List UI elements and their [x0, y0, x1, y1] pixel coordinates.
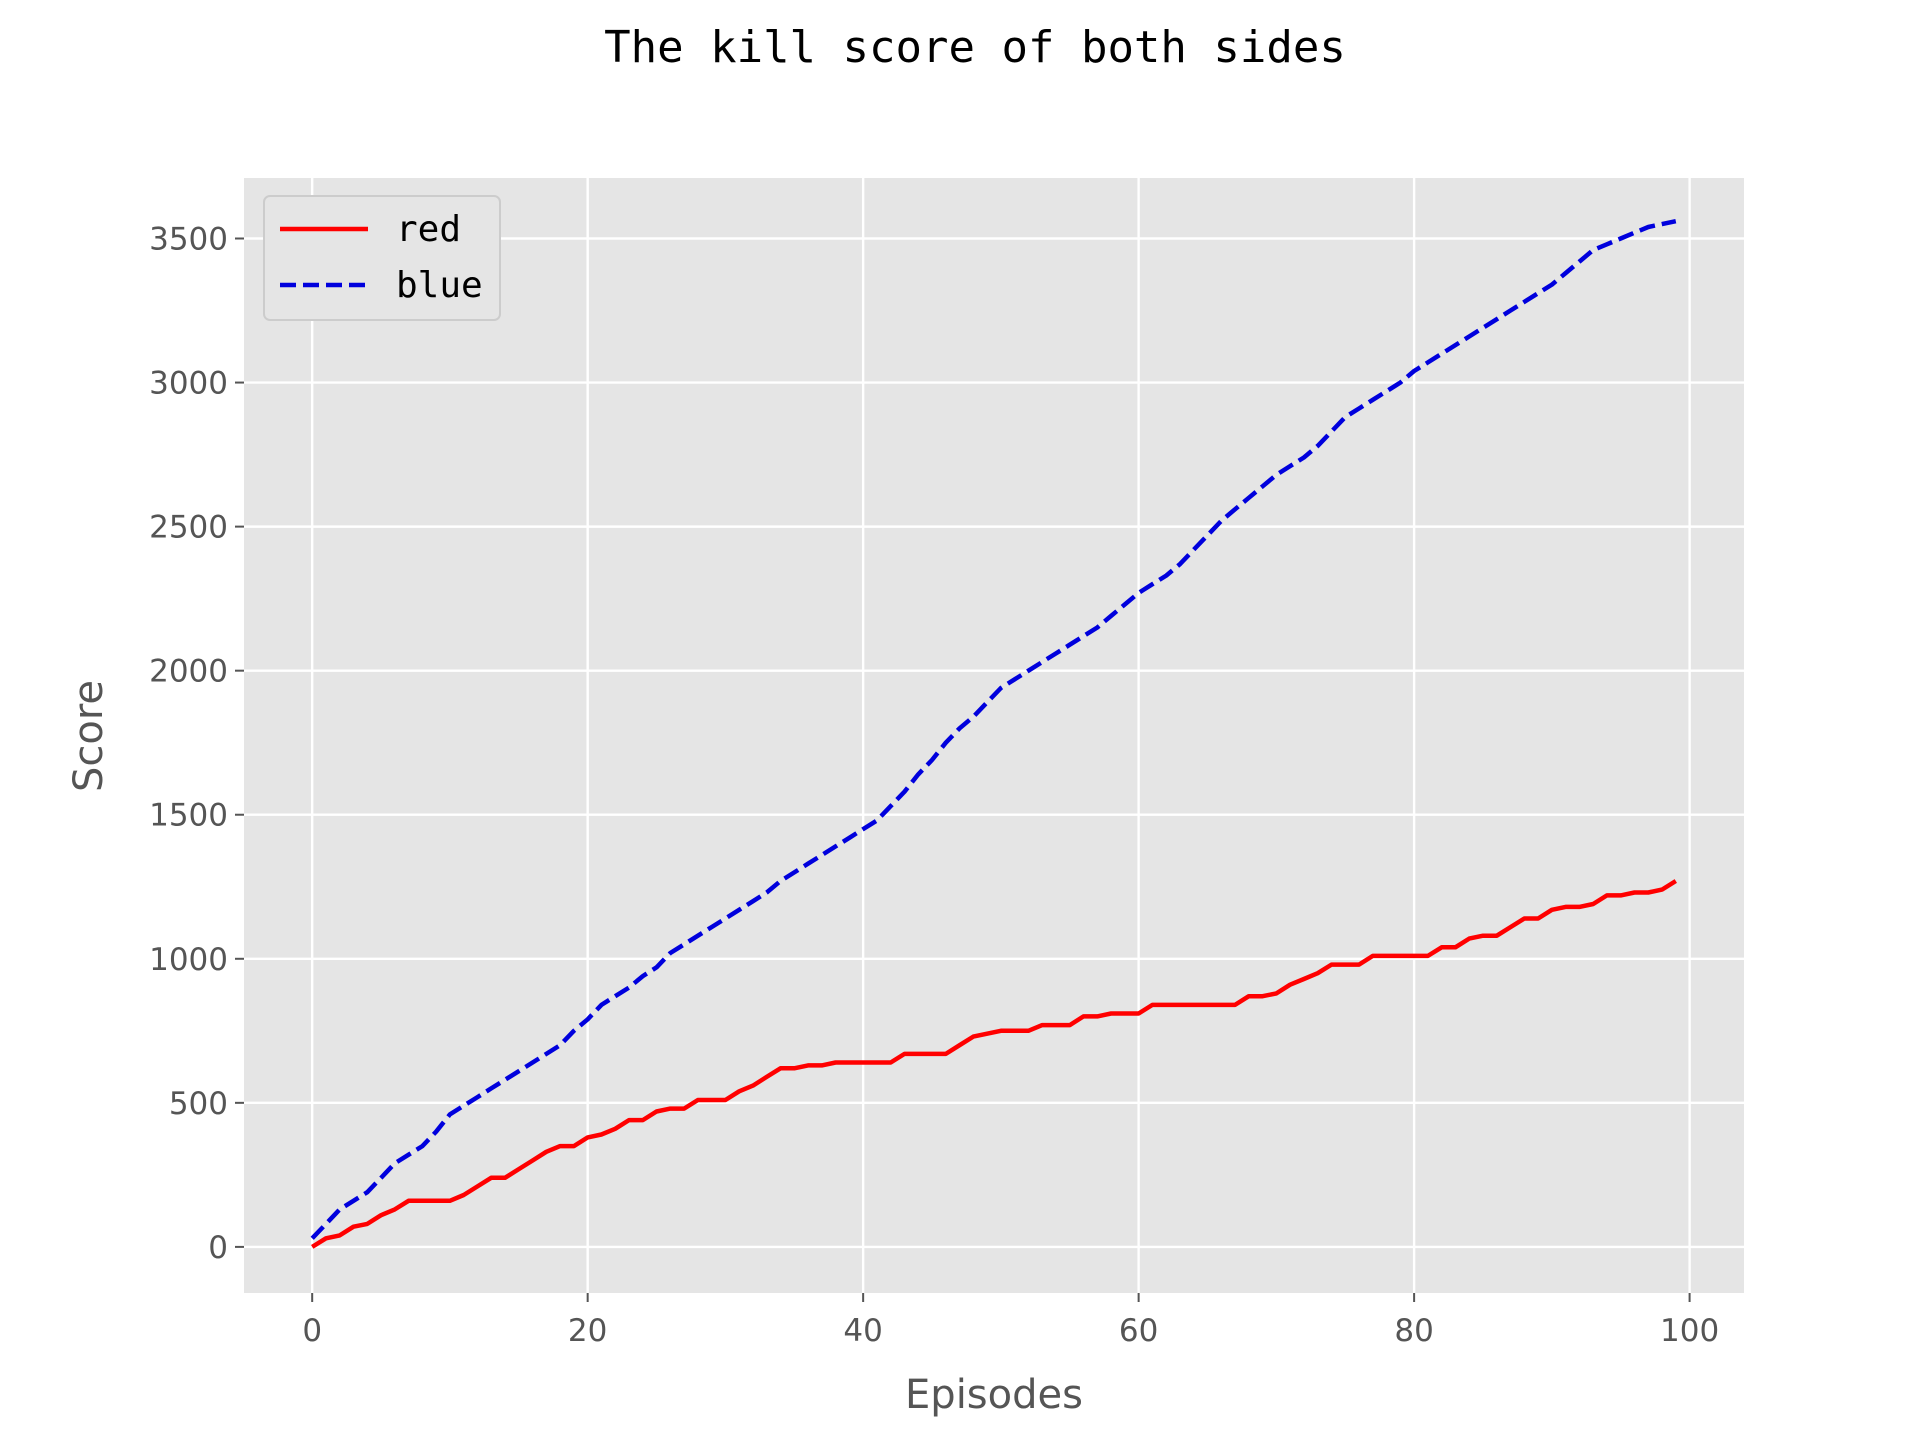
x-tick-label: 20 [568, 1313, 607, 1349]
series-layer [310, 218, 1677, 1249]
series-line-red [311, 879, 1677, 1249]
y-axis-label: Score [66, 680, 112, 792]
x-tick-label: 100 [1660, 1313, 1719, 1349]
x-axis-label: Episodes [905, 1372, 1083, 1418]
legend-label-red: red [396, 209, 461, 250]
legend-label-blue: blue [396, 265, 483, 306]
x-tick-label: 60 [1119, 1313, 1158, 1349]
y-tick-label: 2500 [149, 510, 228, 546]
series-line-blue [310, 218, 1677, 1240]
ticks: 0 500 1000 1500 2000 2500 3000 3500 0 20 40 60 80 100 [149, 222, 1719, 1349]
y-tick-label: 500 [169, 1086, 228, 1122]
chart-title: The kill score of both sides [604, 22, 1346, 73]
x-tick-label: 0 [302, 1313, 322, 1349]
y-tick-label: 2000 [149, 654, 228, 690]
y-tick-label: 0 [208, 1230, 228, 1266]
y-tick-label: 3000 [149, 366, 228, 402]
grid [244, 178, 1744, 1293]
y-tick-label: 1500 [149, 798, 228, 834]
x-tick-label: 40 [843, 1313, 882, 1349]
plot-area [244, 178, 1744, 1293]
y-tick-label: 3500 [149, 222, 228, 258]
x-tick-label: 80 [1394, 1313, 1433, 1349]
y-tick-label: 1000 [149, 942, 228, 978]
legend: red blue [263, 195, 501, 321]
